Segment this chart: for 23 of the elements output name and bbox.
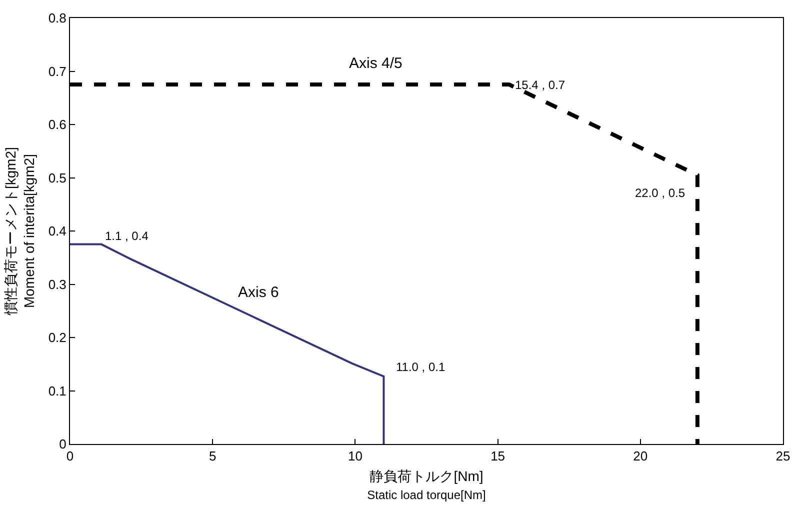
y-tick-label: 0.8 xyxy=(48,10,66,26)
y-tick-label: 0 xyxy=(59,436,66,452)
y-tick-label: 0.7 xyxy=(48,64,66,79)
y-tick-label: 0.2 xyxy=(48,330,66,346)
x-tick-label: 15 xyxy=(490,448,506,464)
y-axis-title: 慣性負荷モーメント[kgm2] Moment of interita[kgm2] xyxy=(2,146,37,316)
annotation: 22.0 , 0.5 xyxy=(635,186,686,200)
line-series xyxy=(70,243,385,444)
x-tick-label: 20 xyxy=(633,448,648,464)
x-tick-label: 25 xyxy=(776,448,790,464)
annotation: 15.4 , 0.7 xyxy=(515,78,566,92)
annotation: 1.1 , 0.4 xyxy=(105,229,149,243)
x-tick-label: 5 xyxy=(208,448,216,464)
y-tick-label: 0.5 xyxy=(48,170,66,186)
y-tick-label: 0.6 xyxy=(48,117,66,132)
series-label: Axis 6 xyxy=(238,284,279,301)
x-axis-title: 静負荷トルク[Nm] Static load torque[Nm] xyxy=(367,468,486,502)
x-tick-label: 10 xyxy=(348,448,362,464)
annotation: 11.0 , 0.1 xyxy=(396,360,446,374)
series-label: Axis 4/5 xyxy=(349,55,402,72)
y-tick-label: 0.4 xyxy=(48,224,66,239)
y-tick-label: 0.1 xyxy=(48,383,66,398)
y-tick-label: 0.3 xyxy=(48,276,66,292)
